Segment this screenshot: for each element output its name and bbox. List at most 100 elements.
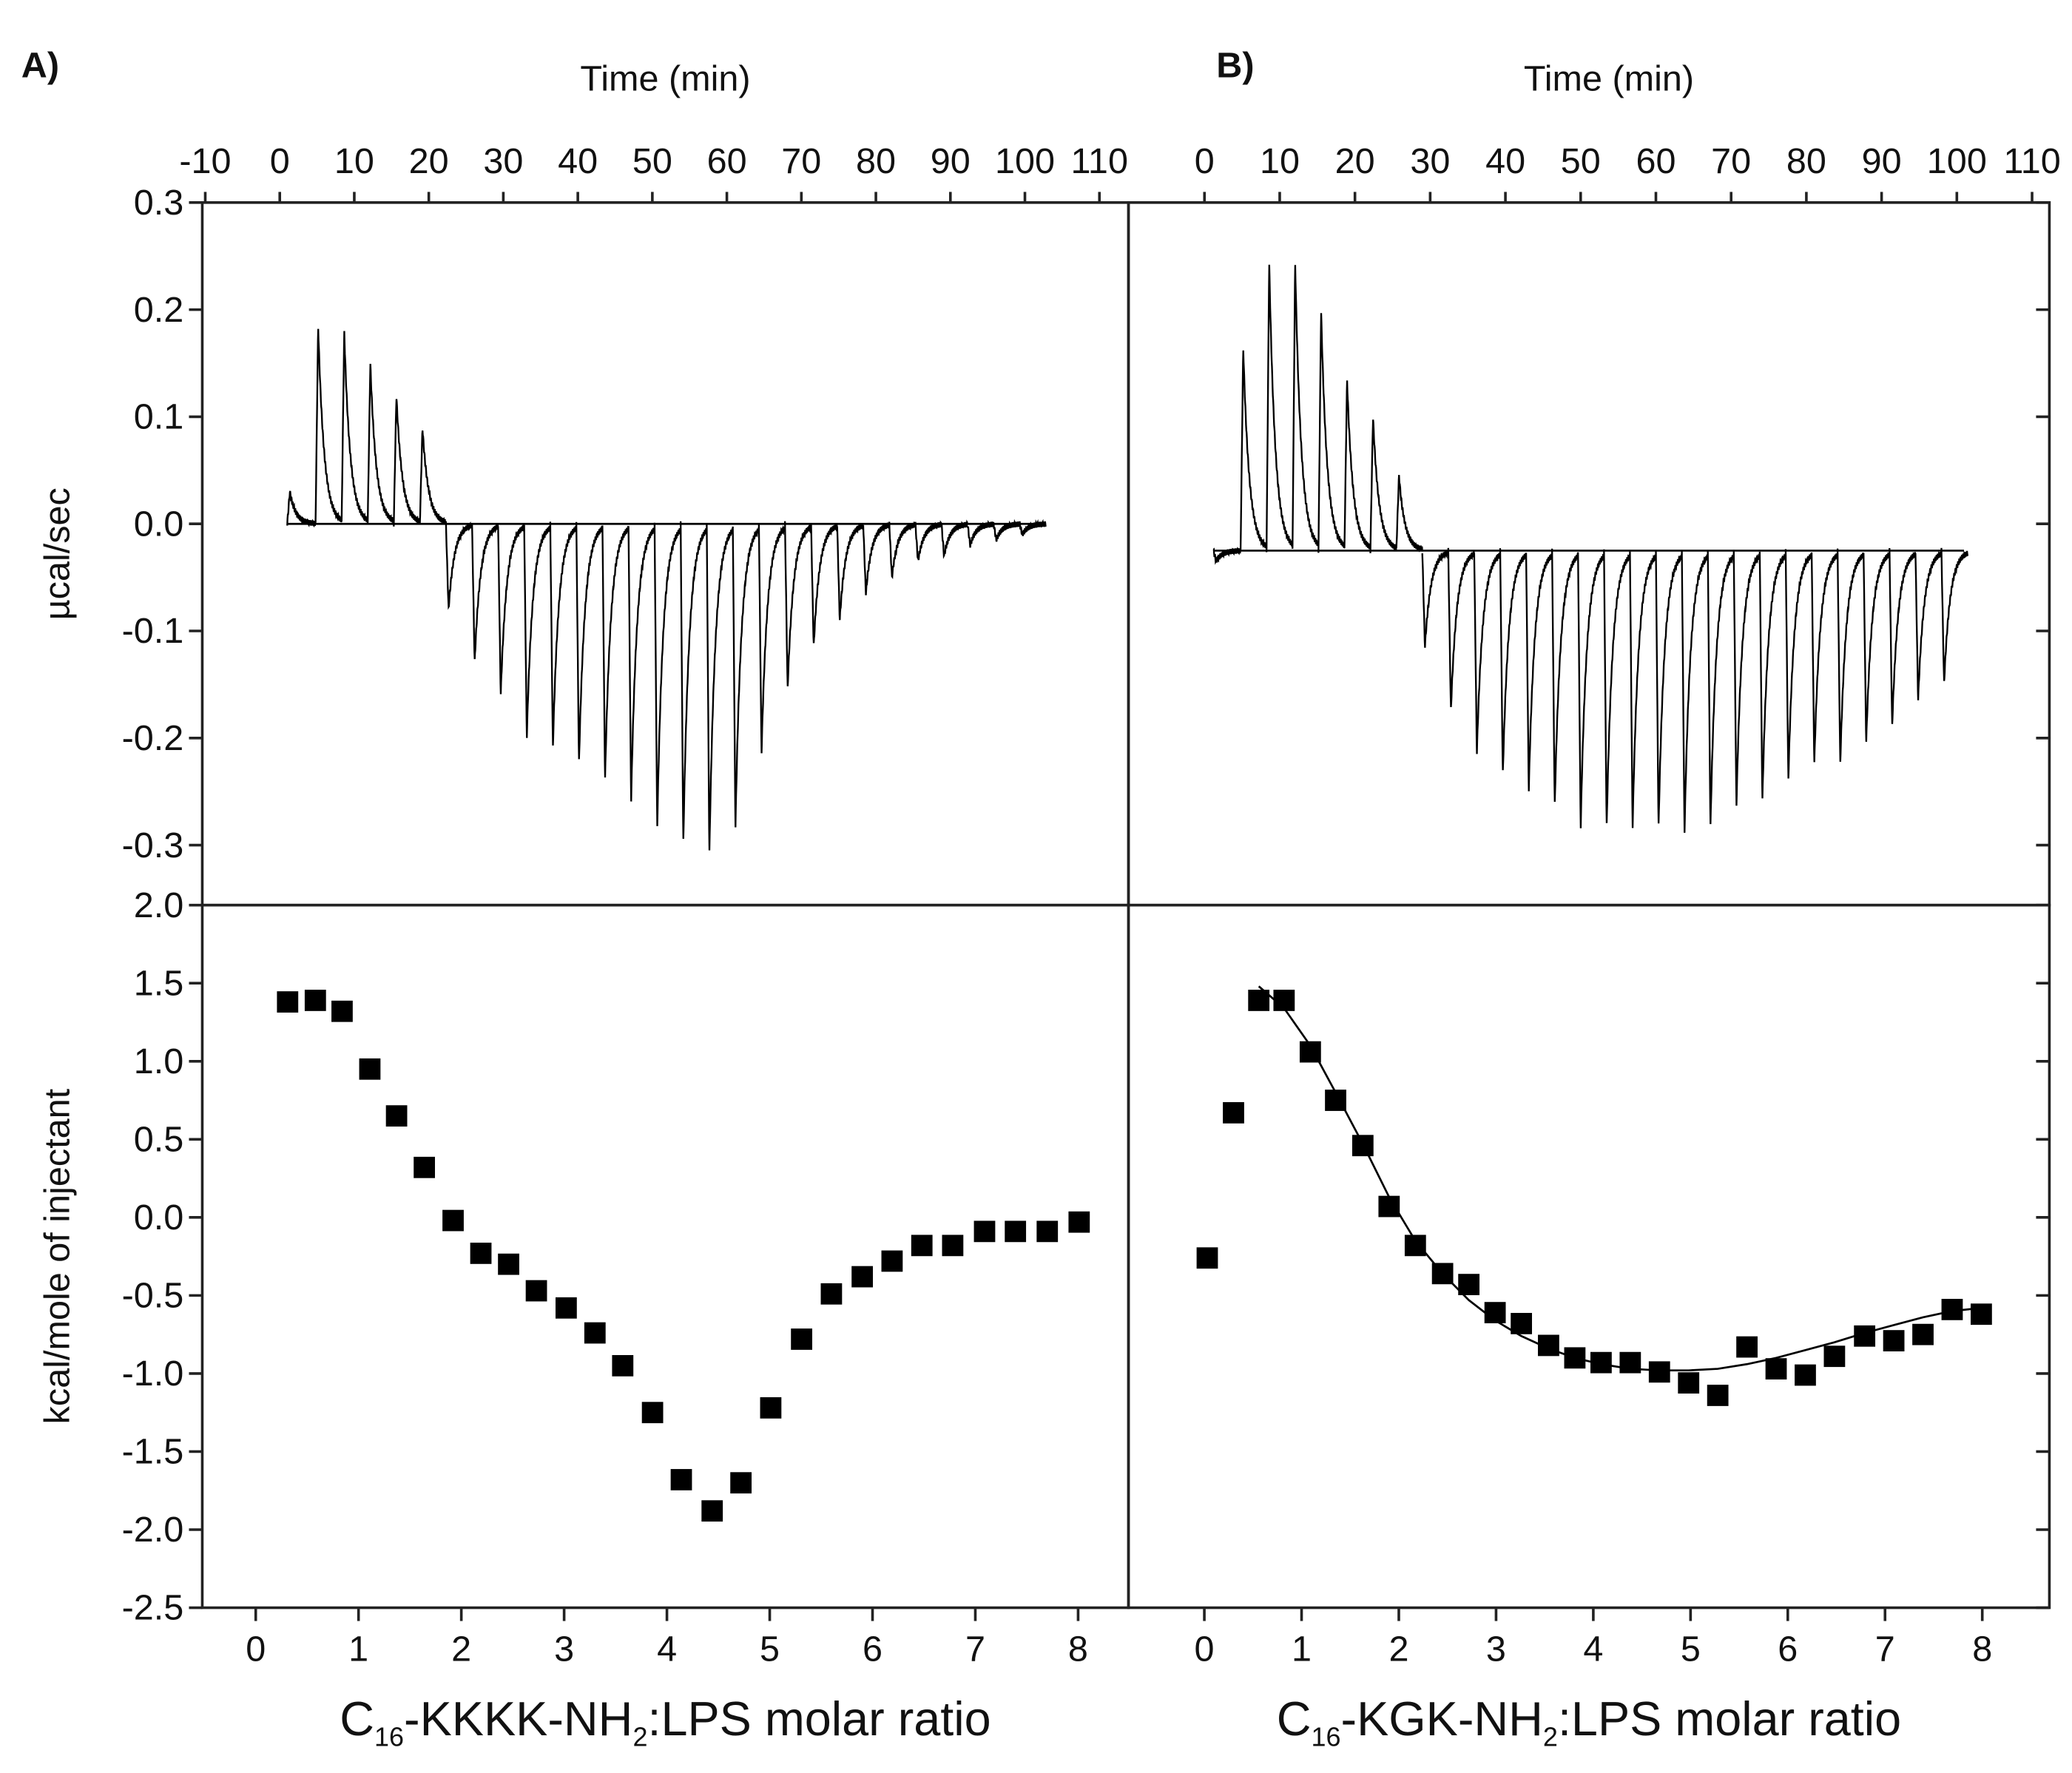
injection-peak	[1292, 265, 1320, 549]
injection-peak	[393, 399, 421, 527]
data-point	[1883, 1330, 1905, 1351]
y-tick-label: 0.0	[134, 1198, 184, 1237]
injection-peak	[783, 521, 812, 686]
data-point	[1765, 1358, 1787, 1379]
injection-peak	[1421, 549, 1449, 648]
data-point	[277, 991, 299, 1013]
data-point	[1036, 1220, 1059, 1243]
injection-peak	[1810, 552, 1839, 763]
y-tick-label: -0.1	[122, 611, 184, 651]
injection-peak	[836, 523, 864, 621]
y-tick-label: -2.0	[122, 1510, 184, 1550]
y-axis-title: kcal/mole of injectant	[38, 1088, 78, 1424]
y-tick-label: 0.1	[134, 397, 184, 437]
injection-peak	[1473, 553, 1502, 754]
x-tick-label: 8	[1068, 1630, 1088, 1669]
injection-peak	[757, 524, 786, 754]
data-point	[1912, 1323, 1934, 1345]
x-tick-label: 50	[1561, 141, 1601, 181]
injection-peak	[470, 523, 499, 660]
data-point	[359, 1058, 381, 1080]
x-tick-label: 1	[1292, 1630, 1312, 1669]
injection-peak	[914, 520, 942, 561]
x-tick-label: 10	[334, 141, 374, 181]
x-tick-label: -10	[179, 141, 231, 181]
x-tick-label: 110	[2003, 141, 2060, 181]
x-axis-title-part: -KKKK-NH	[404, 1692, 632, 1746]
injection-peak	[340, 331, 369, 523]
x-tick-label: 5	[760, 1630, 780, 1669]
injection-peak	[1681, 550, 1709, 833]
x-axis-title-part: :LPS molar ratio	[647, 1692, 991, 1746]
y-tick-label: 1.0	[134, 1041, 184, 1081]
data-point	[1404, 1235, 1426, 1257]
injection-peak	[523, 524, 551, 738]
data-point	[881, 1250, 903, 1272]
data-point	[331, 1000, 353, 1022]
data-point	[555, 1297, 577, 1319]
injection-peak	[419, 430, 447, 525]
y-tick-label: -0.2	[122, 718, 184, 758]
injection-peak	[810, 523, 838, 644]
injection-peak	[1265, 264, 1294, 553]
data-point	[911, 1235, 933, 1257]
fit-line	[1258, 985, 1982, 1372]
data-point	[612, 1354, 634, 1377]
y-axis-title: µcal/sec	[38, 487, 78, 620]
data-point	[1511, 1312, 1533, 1334]
data-point	[1736, 1336, 1758, 1358]
x-tick-label: 8	[1972, 1630, 1992, 1669]
data-point	[1196, 1247, 1218, 1269]
x-tick-label: 5	[1681, 1630, 1701, 1669]
data-point	[1795, 1364, 1816, 1386]
x-tick-label: 2	[451, 1630, 471, 1669]
injection-peak	[653, 522, 682, 826]
x-tick-label: 30	[1410, 141, 1450, 181]
x-tick-label: 90	[1862, 141, 1902, 181]
y-tick-label: -0.5	[122, 1276, 184, 1316]
x-tick-label: 7	[965, 1630, 985, 1669]
injection-peak	[497, 524, 525, 695]
x-axis-title-part: 2	[1543, 1722, 1558, 1752]
x-tick-label: 30	[483, 141, 523, 181]
data-point	[791, 1328, 813, 1350]
x-tick-label: 100	[995, 141, 1055, 181]
data-point	[498, 1253, 519, 1275]
x-axis-title-part: 16	[374, 1722, 404, 1752]
injection-peak	[314, 328, 342, 523]
injection-peak	[1836, 548, 1865, 762]
y-tick-label: -2.5	[122, 1588, 184, 1628]
data-point	[1648, 1361, 1670, 1383]
injection-peak	[549, 521, 577, 746]
injection-peak	[1603, 549, 1631, 823]
injection-peak	[1889, 548, 1917, 724]
x-tick-label: 7	[1875, 1630, 1895, 1669]
data-point	[1707, 1385, 1729, 1406]
x-axis-title: C16-KGK-NH2:LPS molar ratio	[1277, 1692, 1901, 1752]
x-tick-label: 3	[554, 1630, 574, 1669]
data-point	[304, 990, 326, 1011]
injection-peak	[1914, 551, 1943, 700]
injection-peak	[862, 522, 891, 595]
injection-peak	[888, 521, 917, 579]
x-tick-label: 80	[856, 141, 896, 181]
x-tick-label: 70	[781, 141, 821, 181]
x-axis-title-part: 2	[632, 1722, 647, 1752]
injection-peak	[1784, 549, 1813, 779]
x-tick-label: 20	[409, 141, 449, 181]
injection-peak	[1019, 519, 1047, 536]
injection-peak	[1239, 350, 1268, 550]
x-axis-title-part: C	[340, 1692, 374, 1746]
data-point	[1223, 1102, 1244, 1124]
injection-peak	[679, 521, 708, 839]
injection-peak	[1343, 380, 1371, 550]
data-point	[973, 1220, 996, 1243]
injection-peak	[1525, 553, 1553, 791]
data-point	[670, 1469, 692, 1490]
x-tick-label: 0	[246, 1630, 266, 1669]
x-axis-title-part: C	[1277, 1692, 1312, 1746]
y-tick-label: 0.5	[134, 1119, 184, 1159]
injection-peak	[1447, 547, 1475, 708]
injection-peak	[940, 519, 968, 559]
